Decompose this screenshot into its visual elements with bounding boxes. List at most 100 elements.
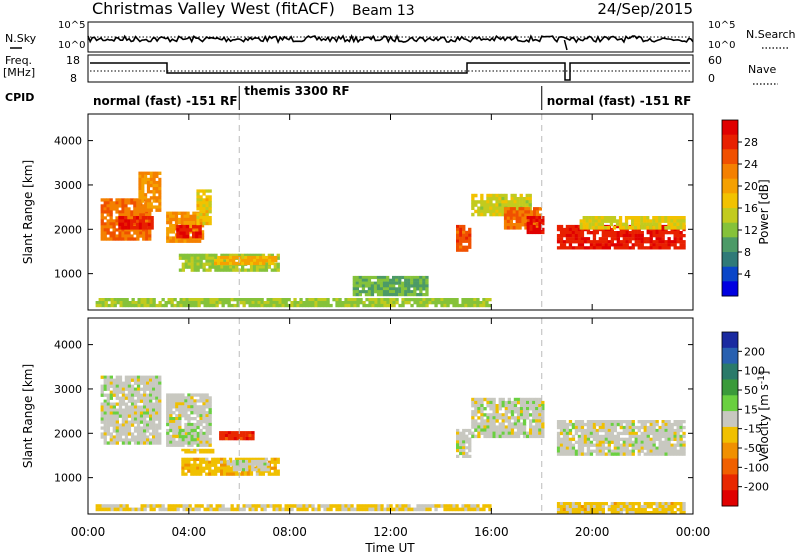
data-cell [236,298,240,302]
data-cell [219,431,223,435]
data-cell [676,428,680,433]
data-cell [498,197,502,201]
data-cell [113,504,117,508]
data-cell [326,303,330,308]
data-cell [667,452,671,456]
data-cell [655,508,659,512]
data-cell [398,504,402,508]
data-cell [601,437,605,441]
data-cell [146,378,150,382]
data-cell [149,301,153,305]
data-cell [628,431,632,436]
data-cell [556,452,561,456]
data-cell [527,207,531,211]
data-cell [169,408,173,412]
data-cell [269,303,273,308]
data-cell [673,443,677,447]
data-cell [112,201,116,205]
data-cell [398,281,402,285]
data-cell [404,290,408,294]
data-cell [395,301,399,305]
data-cell [607,240,611,244]
data-cell [224,298,228,302]
data-cell [166,417,170,421]
data-cell [434,303,438,308]
data-cell [118,387,123,391]
data-cell [485,298,489,302]
data-cell [464,301,468,305]
data-cell [190,402,194,406]
data-cell [273,265,277,269]
data-cell [359,507,363,512]
data-cell [559,446,564,450]
data-cell [488,303,492,308]
data-cell [589,443,594,447]
nsky-label: N.Sky [5,32,37,45]
data-cell [522,400,527,405]
data-cell [181,393,185,397]
data-cell [202,440,206,444]
data-cell [146,414,150,418]
data-cell [462,431,466,435]
data-cell [131,303,135,308]
data-cell [589,425,594,430]
data-cell [386,301,390,305]
data-cell [184,448,188,452]
data-cell [146,429,150,433]
data-cell [338,303,342,308]
data-cell [101,301,105,305]
data-cell [376,278,381,282]
data-cell [274,258,278,263]
data-cell [145,219,149,223]
data-cell [395,278,399,282]
data-cell [143,396,147,400]
data-cell [112,228,116,232]
data-cell [166,220,170,225]
data-cell [186,214,190,219]
data-cell [419,504,423,508]
data-cell [121,237,125,241]
data-cell [583,437,588,441]
data-cell [601,508,605,512]
data-cell [676,508,680,512]
data-cell [401,293,405,297]
data-cell [169,420,173,424]
data-cell [263,462,267,466]
data-cell [112,414,116,418]
data-cell [175,393,179,397]
data-cell [509,210,513,214]
data-cell [175,417,179,421]
data-cell [199,428,203,433]
data-cell [431,504,435,508]
data-cell [110,507,114,512]
data-cell [622,508,626,512]
data-cell [130,198,134,202]
data-cell [133,393,138,397]
data-cell [498,400,502,405]
data-cell [529,419,533,423]
data-cell [465,230,469,235]
data-cell [637,246,641,250]
data-cell [437,298,441,302]
data-cell [574,511,579,515]
data-cell [205,431,209,436]
data-cell [595,422,599,427]
data-cell [178,405,182,409]
data-cell [236,303,240,308]
data-cell [431,301,435,305]
data-cell [133,387,138,391]
data-cell [149,405,153,409]
data-cell [356,298,360,302]
data-cell [155,384,159,388]
data-cell [425,284,429,288]
data-cell [607,420,611,424]
data-cell [199,262,203,266]
data-cell [317,298,321,302]
data-cell [379,284,384,288]
data-cell [556,508,561,512]
data-cell [607,440,611,444]
data-cell [133,213,137,217]
data-cell [261,457,265,461]
data-cell [202,198,206,202]
data-cell [580,440,585,444]
